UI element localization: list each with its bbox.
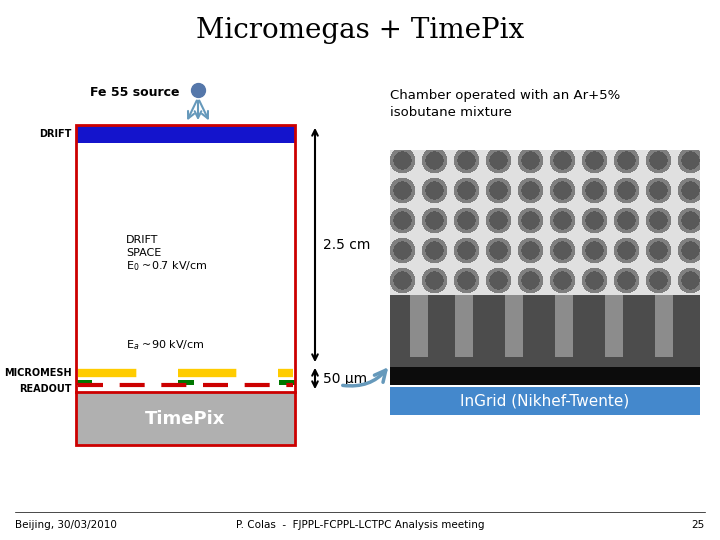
Text: Micromegas + TimePix: Micromegas + TimePix	[196, 17, 524, 44]
Text: 50 μm: 50 μm	[323, 372, 367, 386]
Text: DRIFT: DRIFT	[40, 129, 72, 139]
Text: TimePix: TimePix	[145, 409, 225, 428]
Text: READOUT: READOUT	[19, 383, 72, 394]
Text: 2.5 cm: 2.5 cm	[323, 238, 370, 252]
Bar	[279, 380, 295, 385]
Text: MICROMESH: MICROMESH	[4, 368, 72, 377]
Bar	[76, 380, 92, 385]
Text: Fe 55 source: Fe 55 source	[90, 85, 179, 98]
Text: SPACE: SPACE	[126, 248, 161, 258]
Text: Beijing, 30/03/2010: Beijing, 30/03/2010	[15, 520, 117, 530]
Text: isobutane mixture: isobutane mixture	[390, 105, 512, 118]
Bar	[76, 392, 295, 445]
Text: InGrid (Nikhef-Twente): InGrid (Nikhef-Twente)	[460, 394, 629, 408]
Text: 25: 25	[692, 520, 705, 530]
Bar	[390, 387, 700, 415]
Bar	[178, 380, 194, 385]
Bar	[76, 125, 295, 143]
Text: Chamber operated with an Ar+5%: Chamber operated with an Ar+5%	[390, 89, 620, 102]
Bar	[76, 125, 295, 445]
Text: E$_a$ ~90 kV/cm: E$_a$ ~90 kV/cm	[126, 338, 204, 352]
Text: P. Colas  -  FJPPL-FCPPL-LCTPC Analysis meeting: P. Colas - FJPPL-FCPPL-LCTPC Analysis me…	[235, 520, 485, 530]
Text: DRIFT: DRIFT	[126, 235, 158, 245]
Text: E$_0$ ~0.7 kV/cm: E$_0$ ~0.7 kV/cm	[126, 259, 207, 273]
